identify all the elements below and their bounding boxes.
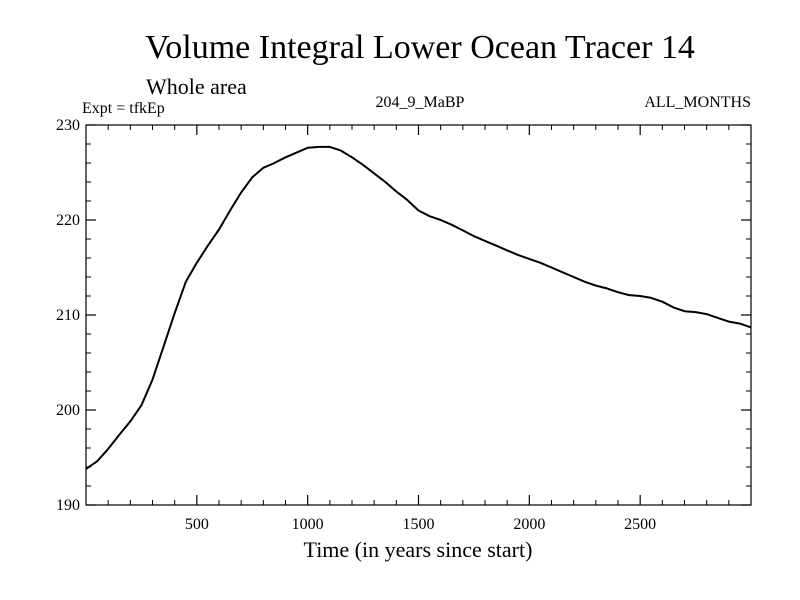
minor-ticks [86, 125, 751, 505]
y-tick-label: 230 [56, 117, 80, 134]
right-label: ALL_MONTHS [644, 94, 751, 111]
x-tick-label: 2000 [513, 516, 545, 533]
series-line [85, 145, 752, 470]
major-ticks [86, 124, 751, 506]
x-axis-label: Time (in years since start) [304, 537, 533, 562]
y-tick-label: 190 [56, 497, 80, 514]
y-tick-label: 220 [56, 212, 80, 229]
y-tick-label: 210 [56, 307, 80, 324]
chart-subtitle: Whole area [146, 74, 247, 99]
x-tick-label: 2500 [624, 516, 656, 533]
y-tick-label: 200 [56, 402, 80, 419]
plot-frame [85, 124, 752, 506]
center-label: 204_9_MaBP [376, 94, 465, 111]
expt-label: Expt = tfkEp [82, 100, 165, 117]
x-tick-label: 1500 [403, 516, 435, 533]
x-tick-label: 1000 [292, 516, 324, 533]
x-tick-label: 500 [185, 516, 209, 533]
tick-labels: 500 1000 1500 2000 2500 190 200 210 220 230 [56, 117, 656, 533]
chart-title: Volume Integral Lower Ocean Tracer 14 [145, 29, 695, 66]
